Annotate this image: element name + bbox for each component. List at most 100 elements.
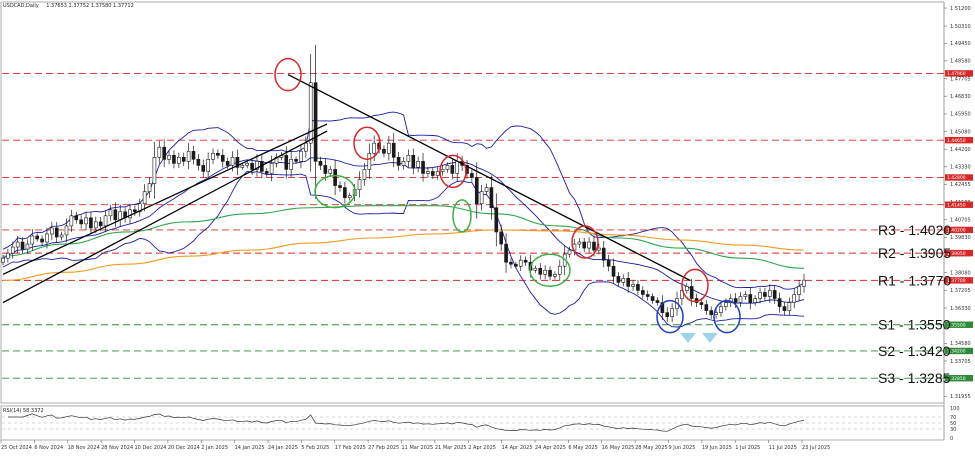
candle-body <box>504 243 508 263</box>
y-tick-label: 1.44200 <box>950 147 971 153</box>
candle-body <box>382 148 386 154</box>
x-tick-label: 21 Mar 2025 <box>435 445 467 451</box>
y-tick-label: 1.48580 <box>950 59 971 65</box>
level-label-s2: S2 - 1.3420 <box>878 343 951 359</box>
candle-body <box>264 171 269 174</box>
uptrend-line <box>2 123 328 275</box>
candle-body <box>611 265 616 277</box>
candle-body <box>343 187 347 198</box>
candle-body <box>255 161 259 170</box>
candle-body <box>235 157 240 168</box>
candle-body <box>445 165 450 170</box>
level-price-tags: 1.47960 1.44650 1.42800 1.41450 1.40200 1.390… <box>945 70 973 382</box>
rsi-tick-label: 30 <box>950 427 956 433</box>
y-tick-label: 1.42455 <box>950 182 971 188</box>
candle-body <box>601 247 606 261</box>
downtrend-line <box>287 74 691 281</box>
candle-body <box>494 207 499 233</box>
candle-body <box>211 152 215 160</box>
y-tick-label: 1.39830 <box>950 235 971 241</box>
candle-body <box>509 261 513 265</box>
candle-body <box>245 163 250 166</box>
uptrend-line <box>2 130 328 304</box>
y-tick-label: 1.36330 <box>950 306 971 312</box>
candle-body <box>474 177 479 205</box>
symbol-label: USDCAD,Daily <box>3 3 39 9</box>
candle-body <box>538 267 543 275</box>
candle-body <box>645 294 650 297</box>
candle-body <box>64 225 69 236</box>
circle-red-annotation <box>353 126 381 160</box>
candle-body <box>220 154 225 162</box>
candle-body <box>543 269 547 275</box>
candle-body <box>792 294 797 303</box>
y-tick-label: 1.47705 <box>950 76 971 82</box>
candle-body <box>177 157 181 164</box>
candle-body <box>157 146 162 158</box>
rsi-tick-label: 0 <box>950 436 953 442</box>
candle-body <box>15 241 20 248</box>
candle-body <box>30 235 35 245</box>
candle-body <box>93 221 98 229</box>
candle-body <box>587 241 591 249</box>
candle-body <box>137 203 142 213</box>
candle-body <box>421 161 425 174</box>
candle-body <box>616 276 621 283</box>
candle-body <box>763 292 767 297</box>
candle-body <box>655 300 660 303</box>
candle-body <box>782 306 787 311</box>
candle-body <box>35 235 40 240</box>
circle-red-annotation <box>274 57 302 92</box>
candle-body <box>430 171 435 176</box>
candle-body <box>84 217 88 225</box>
x-tick-label: 20 Dec 2024 <box>168 445 200 451</box>
candle-body <box>387 142 391 154</box>
price-tag <box>945 226 973 234</box>
candle-body <box>367 152 372 170</box>
candle-body <box>470 173 474 178</box>
x-tick-label: 2 Jan 2025 <box>201 445 228 451</box>
candle-body <box>6 252 10 259</box>
x-tick-label: 28 May 2025 <box>635 445 668 451</box>
candle-body <box>621 278 626 283</box>
candle-body <box>142 191 147 205</box>
level-labels: R3 - 1.4020 R2 - 1.3905 R1 - 1.3770 S1 - 1.… <box>878 222 951 386</box>
candle-body <box>113 209 118 221</box>
date-axis: 25 Oct 2024 6 Nov 2024 18 Nov 2024 28 Nov 2… <box>0 440 830 451</box>
candle-body <box>758 292 762 299</box>
candle-body <box>347 195 352 198</box>
candle-body <box>548 269 552 277</box>
sma_orange-line <box>2 229 805 281</box>
candle-body <box>167 154 171 160</box>
candle-body <box>396 157 401 166</box>
candle-body <box>304 142 308 152</box>
price-tag <box>945 347 973 355</box>
y-tick-label: 1.37205 <box>950 288 971 294</box>
candle-body <box>328 169 333 174</box>
y-tick-label: 1.49450 <box>950 41 971 47</box>
candle-body <box>416 161 420 168</box>
circle-green-annotation <box>314 174 356 209</box>
candle-body <box>699 302 704 305</box>
x-tick-label: 24 Jan 2025 <box>268 445 298 451</box>
price-tag <box>945 70 973 77</box>
symbol-header: USDCAD,Daily 1.37653 1.37752 1.37580 1.3… <box>3 3 134 9</box>
candle-body <box>455 161 460 174</box>
price-tag-label: 1.32850 <box>947 376 966 382</box>
price-tag <box>945 249 973 257</box>
y-tick-label: 1.46830 <box>950 94 971 100</box>
candle-body <box>489 187 494 209</box>
candle-body <box>308 82 313 144</box>
candle-body <box>40 238 44 243</box>
candle-body <box>636 284 640 291</box>
candle-body <box>391 142 396 158</box>
y-tick-label: 1.51200 <box>950 6 971 12</box>
circle-green-annotation <box>529 253 571 288</box>
x-tick-label: 10 Dec 2024 <box>135 445 167 451</box>
candle-body <box>772 290 777 299</box>
price-tag-label: 1.42800 <box>947 175 966 181</box>
candle-body <box>802 279 806 287</box>
price-tag-label: 1.47960 <box>947 71 966 77</box>
candle-body <box>269 163 274 174</box>
candle-body <box>128 209 132 219</box>
